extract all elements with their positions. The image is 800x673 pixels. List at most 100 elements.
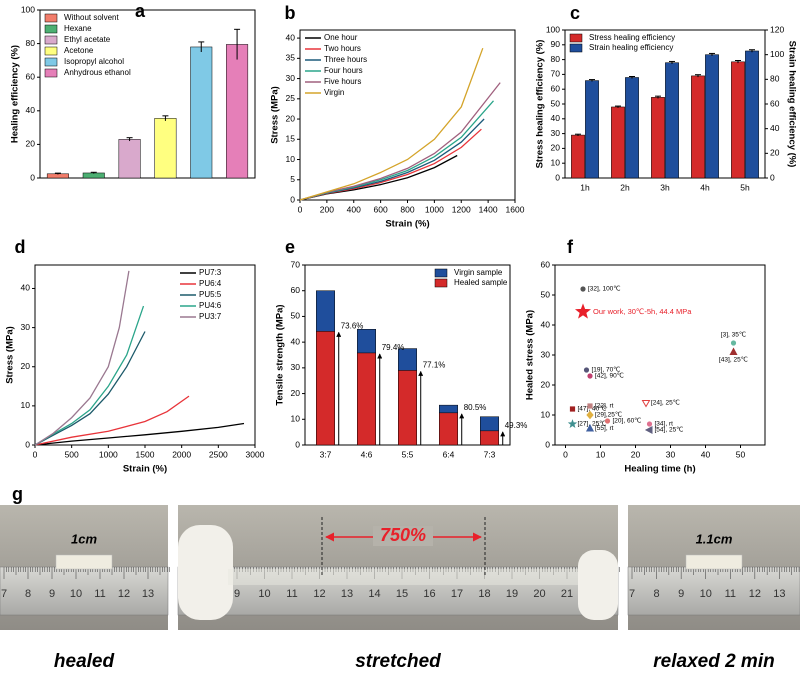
point-label: [47], 40℃ <box>578 405 607 413</box>
y-tick-label: 20 <box>21 361 31 371</box>
glove-right <box>578 550 618 620</box>
y-tick-label: 40 <box>21 283 31 293</box>
point-label: [43], 25℃ <box>719 356 748 364</box>
point <box>646 421 653 427</box>
y-tick-label: 60 <box>26 71 36 81</box>
ruler-number: 10 <box>258 588 270 600</box>
x-tick-label: 5:5 <box>402 449 414 459</box>
x-tick-label: 1h <box>580 182 590 192</box>
legend-swatch <box>569 43 583 53</box>
y-tick-label: 40 <box>26 105 36 115</box>
x-tick-label: 20 <box>631 449 641 459</box>
y-tick-label: 20 <box>26 139 36 149</box>
y-axis-label: Stress (MPa) <box>270 86 281 144</box>
y-tick-label: 90 <box>551 39 561 49</box>
point-label: [42], 90℃ <box>595 372 624 380</box>
bar <box>439 412 458 446</box>
x-tick-label: 1500 <box>136 449 155 459</box>
x-tick-label: 800 <box>400 204 414 214</box>
curve <box>34 331 146 446</box>
y-tick-label: 30 <box>541 349 551 359</box>
y-tick-label: 50 <box>541 289 551 299</box>
legend-label: Ethyl acetate <box>64 35 111 44</box>
panel-letter: d <box>15 237 26 257</box>
y-tick-label: 80 <box>551 54 561 64</box>
tape <box>55 554 113 570</box>
y-tick-label: 20 <box>551 143 561 153</box>
y-tick-label: 80 <box>26 38 36 48</box>
legend-label: Hexane <box>64 24 92 33</box>
ruler-number: 11 <box>94 588 105 600</box>
y-tick-label: 10 <box>21 400 31 410</box>
ruler-number: 11 <box>725 588 736 600</box>
y2-axis-label: Strain healing efficiency (%) <box>786 41 797 168</box>
y-tick-label: 0 <box>555 172 560 182</box>
legend-label: Healed sample <box>454 278 508 287</box>
ruler-number: 10 <box>700 588 712 600</box>
x-tick-label: 7:3 <box>484 449 496 459</box>
x-axis-label: Healing time (h) <box>624 464 695 475</box>
legend-label: Four hours <box>324 66 363 75</box>
y-tick-label: 20 <box>541 379 551 389</box>
bar <box>154 118 177 179</box>
y-tick-label: 100 <box>546 24 560 34</box>
bar <box>585 80 599 179</box>
y-tick-label: 0 <box>30 172 35 182</box>
point <box>580 286 586 292</box>
panel-letter: e <box>285 237 295 257</box>
bar <box>691 75 705 179</box>
tape <box>685 554 743 570</box>
point <box>583 367 590 373</box>
ruler-number: 9 <box>678 588 684 600</box>
panel-letter: b <box>285 3 296 23</box>
legend-swatch <box>44 68 58 78</box>
ruler-number: 13 <box>142 588 154 600</box>
y2-tick-label: 80 <box>770 74 780 84</box>
ruler-number: 19 <box>506 588 518 600</box>
x-tick-label: 4h <box>700 182 710 192</box>
legend-label: PU4:6 <box>199 301 222 310</box>
y-tick-label: 15 <box>286 134 296 144</box>
label-bg <box>373 526 433 546</box>
y-axis-label: Stress (MPa) <box>5 326 16 384</box>
bar <box>190 46 213 179</box>
y-tick-label: 50 <box>551 98 561 108</box>
legend-label: PU5:5 <box>199 290 222 299</box>
legend-swatch <box>44 24 58 34</box>
point-label: [29],25℃ <box>595 411 622 419</box>
legend-label: Five hours <box>324 77 361 86</box>
curve <box>34 422 245 446</box>
ruler-number: 7 <box>1 588 7 600</box>
curve <box>299 118 485 201</box>
bar <box>745 50 759 179</box>
bar <box>82 172 105 179</box>
y-tick-label: 40 <box>286 32 296 42</box>
plot-frame <box>34 264 256 446</box>
point <box>567 419 578 428</box>
y-tick-label: 20 <box>291 388 301 398</box>
ruler-number: 8 <box>654 588 660 600</box>
legend-label: One hour <box>324 33 358 42</box>
y2-tick-label: 60 <box>770 98 780 108</box>
x-tick-label: 1000 <box>99 449 118 459</box>
y-axis-label: Healed stress (MPa) <box>525 310 536 400</box>
y2-tick-label: 40 <box>770 123 780 133</box>
curve <box>34 305 145 446</box>
ruler-number: 17 <box>451 588 463 600</box>
sample-film <box>228 569 578 585</box>
length-label: 1cm <box>71 531 97 546</box>
y-tick-label: 10 <box>291 414 301 424</box>
point-label: [34], rt <box>655 421 674 428</box>
y-tick-label: 10 <box>551 157 561 167</box>
annotation: 79.4% <box>382 343 405 352</box>
y-tick-label: 30 <box>551 128 561 138</box>
y-tick-label: 50 <box>291 311 301 321</box>
y-tick-label: 70 <box>551 69 561 79</box>
x-tick-label: 5h <box>740 182 750 192</box>
panel-letter: a <box>135 1 146 21</box>
bar <box>398 370 417 446</box>
y-tick-label: 40 <box>291 336 301 346</box>
bar <box>611 106 625 179</box>
point <box>574 303 592 319</box>
legend-label: PU7:3 <box>199 268 222 277</box>
